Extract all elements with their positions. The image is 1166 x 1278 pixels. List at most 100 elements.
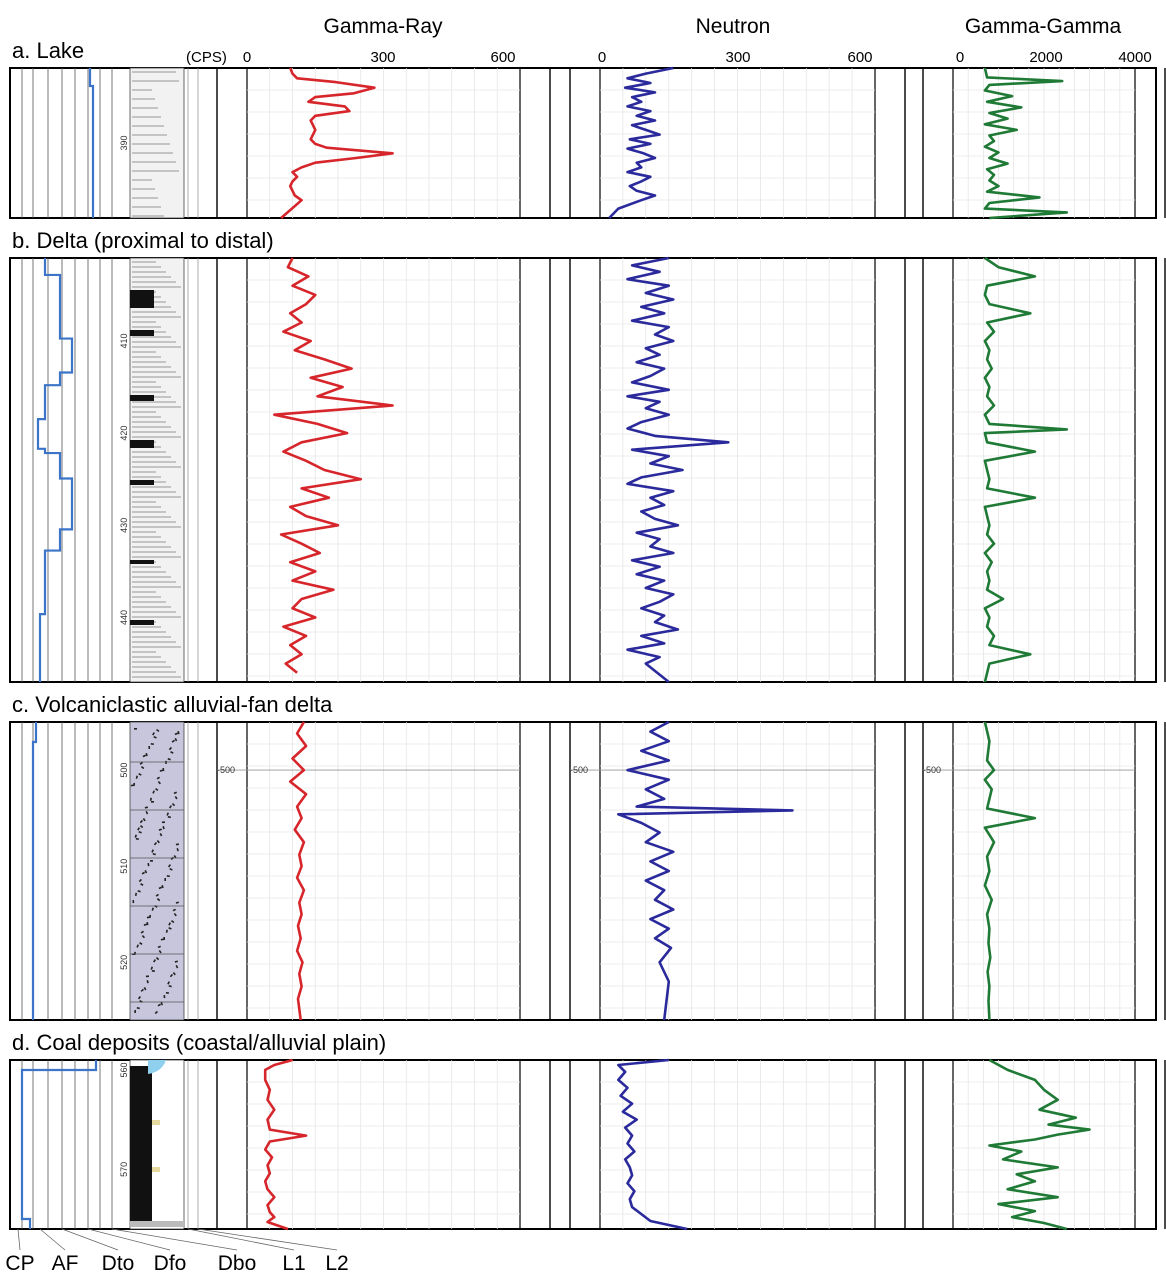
legend-leader [111, 1228, 238, 1251]
legend-leader [61, 1228, 119, 1251]
panel-frame [9, 1059, 1157, 1230]
neutron-track [569, 66, 906, 219]
clast [137, 827, 140, 831]
lithology-fill [129, 721, 185, 1021]
clast [139, 941, 143, 946]
clast [140, 883, 144, 886]
clast [158, 886, 162, 890]
clast [168, 805, 172, 809]
legend-leader [17, 1228, 21, 1251]
clast [156, 898, 161, 902]
panel-frame [9, 721, 1157, 1021]
lithology-column: 390 [119, 67, 185, 219]
clast [166, 812, 169, 816]
clast [135, 837, 139, 840]
clast [142, 754, 146, 758]
section-title-coal: d. Coal deposits (coastal/alluvial plain… [12, 1030, 386, 1055]
gamma-ray-curve [288, 721, 308, 1021]
panel-frame [9, 67, 1157, 219]
facies-curve [88, 68, 95, 218]
facies-curve [31, 722, 38, 1020]
clast [146, 980, 149, 984]
clast [134, 834, 138, 838]
clast [147, 863, 150, 867]
coal-bed [130, 560, 154, 564]
lithology-fill [129, 67, 185, 219]
depth-label: 410 [119, 333, 129, 348]
depth-label: 430 [119, 518, 129, 533]
clast [135, 775, 138, 779]
gamma-ray-tick: 300 [370, 49, 395, 66]
neutron-tick: 0 [598, 49, 606, 66]
gamma-gamma-tick: 0 [956, 49, 964, 66]
clast [174, 960, 179, 963]
panel-coal: 560 570 [9, 1058, 1166, 1231]
facies-code-l1: L1 [282, 1252, 305, 1275]
clast [156, 729, 160, 733]
clast [149, 797, 153, 801]
clast [155, 956, 160, 961]
clast [170, 751, 174, 754]
neutron-header: Neutron [696, 15, 771, 38]
gamma-ray-header: Gamma-Ray [323, 15, 443, 38]
depth-500-label: -500 [217, 765, 235, 775]
clast [138, 773, 142, 776]
clast [146, 922, 149, 926]
clast [164, 878, 166, 881]
neutron-tick: 300 [725, 49, 750, 66]
lithology-column: 500 510 520 [119, 721, 185, 1021]
clast [151, 907, 154, 911]
clast [157, 1003, 161, 1007]
neutron-curve [616, 1058, 688, 1231]
gamma-ray-curve [272, 257, 394, 674]
gamma-ray-track [216, 1058, 551, 1231]
clast [149, 859, 153, 862]
gamma-ray-curve [280, 67, 394, 219]
gamma-gamma-tick: 4000 [1118, 49, 1151, 66]
legend-leader [187, 1228, 295, 1251]
depth-500-label: -500 [570, 765, 588, 775]
clast [163, 995, 166, 999]
clast [168, 927, 172, 930]
gamma-gamma-track [922, 1058, 1166, 1231]
clast [152, 790, 155, 794]
legend-leader [197, 1228, 338, 1251]
clast [173, 791, 177, 795]
clast [168, 746, 173, 751]
clast [174, 732, 178, 736]
clast [137, 996, 141, 1000]
gamma-gamma-track [922, 256, 1166, 683]
clast [161, 885, 164, 889]
depth-label: 520 [119, 955, 129, 970]
coal-bed [130, 330, 154, 336]
depth-label: 510 [119, 859, 129, 874]
track-headers: Gamma-Ray Neutron Gamma-Gamma (CPS) 0 30… [186, 15, 1152, 66]
clast [167, 864, 172, 868]
gamma-gamma-track [922, 67, 1166, 220]
depth-label: 420 [119, 426, 129, 441]
panel-frame [9, 257, 1157, 683]
neutron-track [569, 256, 906, 684]
clast [136, 1007, 140, 1010]
clast [173, 855, 177, 859]
clast [145, 810, 149, 815]
facies-curve [20, 1060, 98, 1229]
clast [172, 908, 177, 912]
coal-bed [130, 395, 154, 401]
neutron-curve [616, 720, 794, 1021]
clast [144, 870, 148, 874]
clast [167, 758, 171, 761]
cps-unit-label: (CPS) [186, 49, 227, 66]
clast [165, 992, 169, 994]
tuff-layer [152, 1120, 160, 1125]
clast [171, 803, 176, 807]
clast [156, 776, 160, 780]
section-title-lake: a. Lake [12, 38, 84, 63]
clast [162, 826, 165, 830]
clast [155, 893, 159, 897]
facies-code-dto: Dto [102, 1252, 135, 1275]
clast [138, 878, 143, 883]
depth-label: 500 [119, 763, 129, 778]
section-title-volcaniclastic: c. Volcaniclastic alluvial-fan delta [12, 692, 333, 717]
depth-label: 390 [119, 135, 129, 150]
